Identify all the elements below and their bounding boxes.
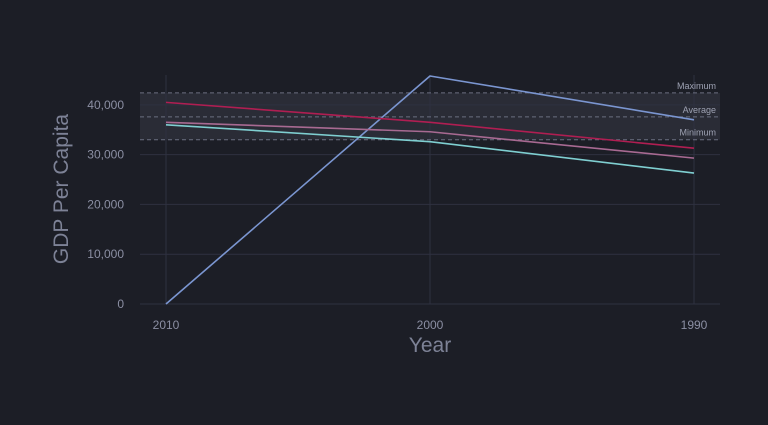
series-layer: [165, 75, 695, 305]
y-tick-label: 30,000: [87, 148, 124, 162]
series-line-2: [165, 101, 695, 149]
reference-lines-layer: Maximum Average Minimum: [140, 81, 720, 141]
x-tick-label: 2000: [417, 318, 444, 332]
x-ticks-layer: 2010 2000 1990: [153, 318, 708, 332]
series-line-3: [165, 121, 695, 159]
series-line-1: [165, 75, 695, 305]
series-line-4: [165, 123, 695, 174]
x-tick-label: 2010: [153, 318, 180, 332]
y-ticks-layer: 0 10,000 20,000 30,000 40,000: [87, 98, 124, 311]
x-tick-label: 1990: [681, 318, 708, 332]
y-tick-label: 40,000: [87, 98, 124, 112]
y-axis-title: GDP Per Capita: [50, 114, 73, 264]
reference-label-maximum: Maximum: [677, 81, 716, 91]
y-tick-label: 10,000: [87, 247, 124, 261]
reference-label-average: Average: [683, 105, 716, 115]
reference-label-minimum: Minimum: [679, 128, 716, 138]
grid-layer: [140, 75, 720, 305]
y-tick-label: 20,000: [87, 197, 124, 211]
x-axis-title: Year: [409, 334, 451, 357]
y-tick-label: 0: [117, 297, 124, 311]
